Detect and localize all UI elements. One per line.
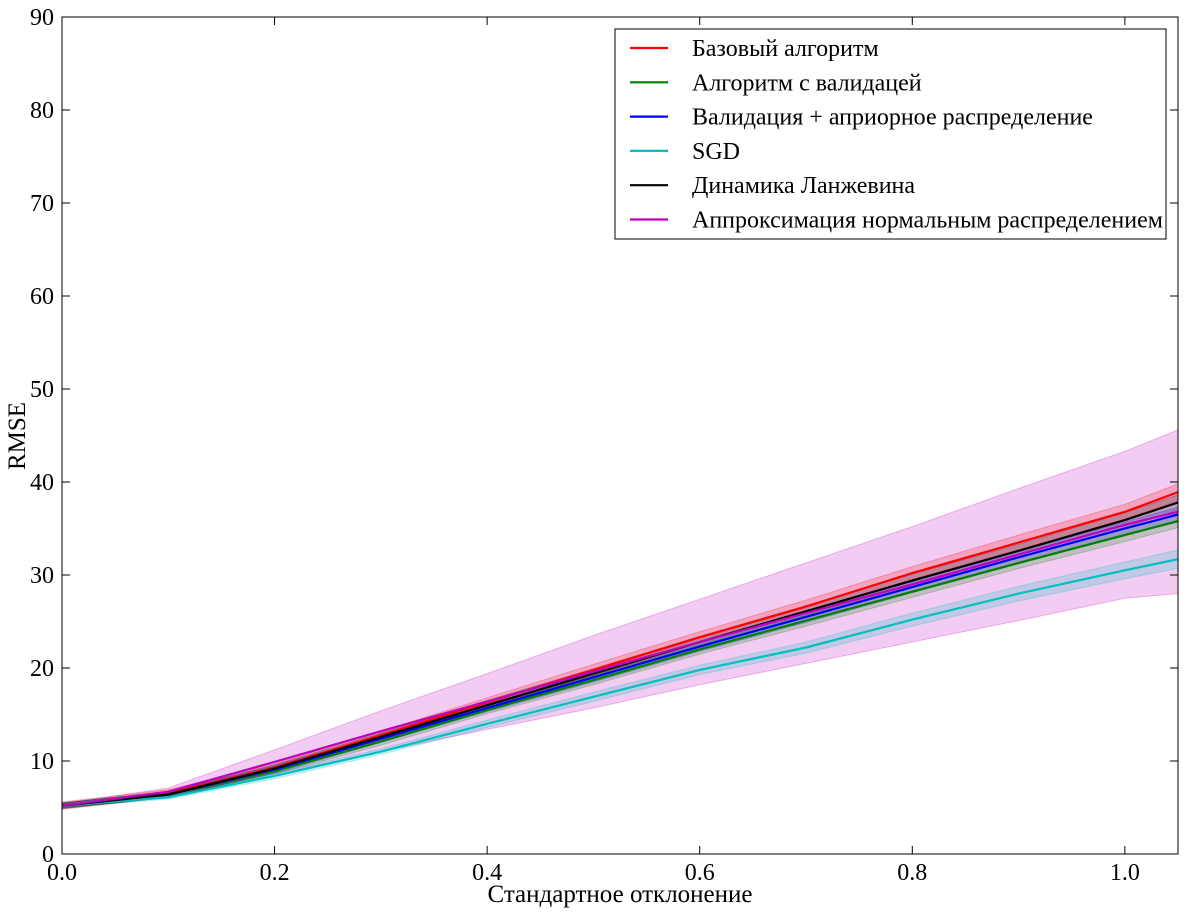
- legend-label: Валидация + априорное распределение: [692, 105, 1093, 131]
- y-tick-label: 50: [30, 377, 54, 403]
- x-tick-label: 0.0: [47, 860, 77, 886]
- y-tick-label: 70: [30, 191, 54, 217]
- x-tick-label: 0.2: [260, 860, 290, 886]
- plot-frame: [61, 16, 1179, 855]
- legend-label: Базовый алгоритм: [692, 36, 879, 62]
- series-lines: [61, 491, 1179, 807]
- x-tick-label: 0.8: [897, 860, 927, 886]
- legend-label: SGD: [692, 139, 740, 165]
- line-series-6: [61, 510, 1179, 807]
- legend-items: Базовый алгоритм Алгоритм с валидацей Вали…: [630, 36, 1163, 234]
- line-series-4: [61, 558, 1179, 807]
- line-series-2: [61, 520, 1179, 807]
- y-tick-label: 40: [30, 470, 54, 496]
- y-axis-ticks: 0 10 20 30 40 50 60 70 80 90: [30, 5, 1178, 868]
- y-tick-label: 10: [30, 749, 54, 775]
- y-tick-label: 30: [30, 563, 54, 589]
- y-tick-label: 0: [42, 842, 54, 868]
- y-tick-label: 90: [30, 5, 54, 31]
- y-axis-label: RMSE: [4, 402, 31, 470]
- y-tick-label: 60: [30, 284, 54, 310]
- y-tick-label: 20: [30, 656, 54, 682]
- x-tick-label: 0.6: [685, 860, 715, 886]
- x-axis-label: Стандартное отклонение: [487, 881, 752, 908]
- x-axis-ticks: 0.0 0.2 0.4 0.6 0.8 1.0: [47, 17, 1140, 886]
- x-tick-label: 0.4: [472, 860, 502, 886]
- legend-label: Алгоритм с валидацей: [692, 70, 922, 96]
- legend-label: Аппроксимация нормальным распределением: [692, 208, 1163, 234]
- legend-frame: [614, 28, 1167, 240]
- legend-label: Динамика Ланжевина: [692, 173, 915, 199]
- y-tick-label: 80: [30, 98, 54, 124]
- legend: Базовый алгоритм Алгоритм с валидацей Вали…: [614, 28, 1167, 240]
- x-tick-label: 1.0: [1110, 860, 1140, 886]
